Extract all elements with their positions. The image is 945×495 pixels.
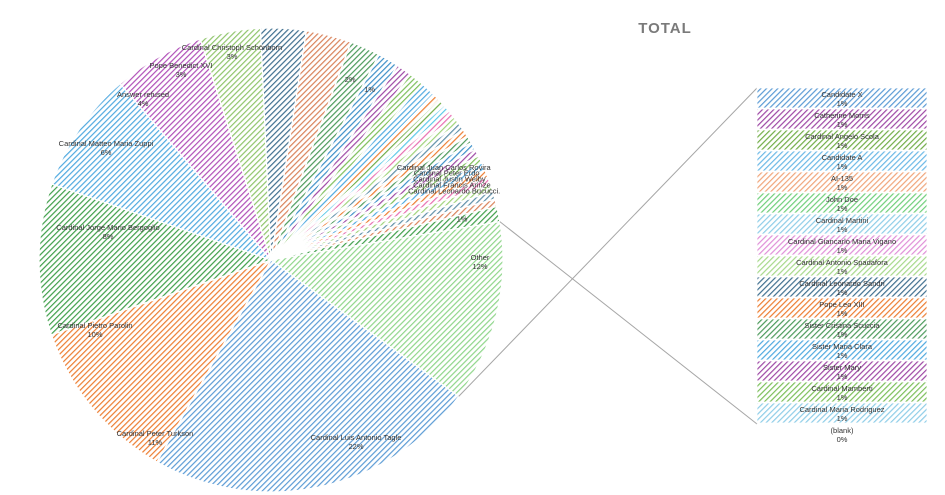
breakdown-value-label: 0% xyxy=(837,435,848,444)
slice-value-label: 3% xyxy=(227,52,238,61)
slice-label: Answer refused xyxy=(117,90,169,99)
connector-lines xyxy=(458,87,758,425)
breakdown-segment xyxy=(756,297,928,319)
pie-slice xyxy=(51,82,273,262)
breakdown-segment xyxy=(756,192,928,214)
breakdown-label: Sister Cristina Scuccia xyxy=(804,321,880,330)
breakdown-label: Sister Mary xyxy=(823,363,861,372)
slice-label: Cardinal Peter Erdo xyxy=(414,169,480,178)
slice-label: Other xyxy=(471,253,490,262)
slice-value-label: 2% xyxy=(345,75,356,84)
pie-slice xyxy=(50,258,273,463)
breakdown-value-label: 1% xyxy=(837,204,848,213)
breakdown-value-label: 1% xyxy=(837,120,848,129)
breakdown-value-label: 1% xyxy=(837,414,848,423)
breakdown-value-label: 1% xyxy=(837,162,848,171)
breakdown-label: Cardinal Martini xyxy=(816,216,869,225)
pie-slice xyxy=(38,183,273,336)
breakdown-label: Candidate A xyxy=(822,153,863,162)
breakdown-label: Cardinal Mamberti xyxy=(811,384,873,393)
breakdown-value-label: 1% xyxy=(837,99,848,108)
chart-title: TOTAL xyxy=(638,20,692,37)
pie-slice xyxy=(156,259,460,493)
breakdown-segment xyxy=(756,171,928,193)
breakdown-value-label: 1% xyxy=(837,372,848,381)
pie-slices xyxy=(38,27,504,493)
breakdown-label: Candidate X xyxy=(821,90,862,99)
breakdown-segment xyxy=(756,255,928,277)
slice-value-label: 3% xyxy=(176,70,187,79)
breakdown-label: Cardinal Antonio Spadafora xyxy=(796,258,889,267)
breakdown-segment xyxy=(756,402,928,424)
breakdown-label: Cardinal Leonardo Sandri xyxy=(799,279,885,288)
breakdown-value-label: 1% xyxy=(837,141,848,150)
slice-label: Pope Benedict XVI xyxy=(150,61,213,70)
breakdown-label: Catherine Morris xyxy=(814,111,870,120)
slice-label: Cardinal Pietro Parolin xyxy=(57,321,132,330)
breakdown-label: Cardinal Giancarlo Maria Vigano xyxy=(788,237,896,246)
slice-value-label: 4% xyxy=(138,99,149,108)
breakdown-segment xyxy=(756,87,928,109)
slice-label: Cardinal Christoph Schönborn xyxy=(182,43,282,52)
breakdown-label: Sister Maria Clara xyxy=(812,342,873,351)
breakdown-value-label: 1% xyxy=(837,393,848,402)
breakdown-label: AI-135 xyxy=(831,174,853,183)
slice-label: Cardinal Francis Arinze xyxy=(413,180,491,189)
connector-line-bottom xyxy=(499,221,758,425)
slice-value-label: 8% xyxy=(103,232,114,241)
breakdown-label: Pope Leo XIII xyxy=(819,300,864,309)
breakdown-segment xyxy=(756,234,928,256)
breakdown-label: (blank) xyxy=(831,426,854,435)
breakdown-segment xyxy=(756,276,928,298)
slice-value-label: 6% xyxy=(101,148,112,157)
breakdown-segment xyxy=(756,129,928,151)
breakdown-label: Cardinal Angelo Scola xyxy=(805,132,880,141)
breakdown-label: Cardinal Maria Rodriguez xyxy=(799,405,884,414)
slice-value-label: 12% xyxy=(472,262,487,271)
slice-label: Cardinal Leonardo Bucucci. xyxy=(408,186,500,195)
other-breakdown-bar: Candidate X1%Catherine Morris1%Cardinal … xyxy=(756,87,928,444)
slice-value-label: 1% xyxy=(457,214,468,223)
breakdown-segment xyxy=(756,150,928,172)
slice-label: Cardinal Jorge Mario Bergoglio xyxy=(56,223,159,232)
slice-value-label: 10% xyxy=(87,330,102,339)
breakdown-value-label: 1% xyxy=(837,225,848,234)
breakdown-value-label: 1% xyxy=(837,309,848,318)
breakdown-segment xyxy=(756,360,928,382)
slice-value-label: 22% xyxy=(348,442,363,451)
breakdown-value-label: 1% xyxy=(837,351,848,360)
breakdown-segment xyxy=(756,213,928,235)
slice-label: Cardinal Luis Antonio Tagle xyxy=(311,433,402,442)
breakdown-segment xyxy=(756,318,928,340)
slice-label: Cardinal Juan Carlos Rovira xyxy=(397,163,492,172)
breakdown-value-label: 1% xyxy=(837,288,848,297)
breakdown-label: John Doe xyxy=(826,195,858,204)
breakdown-segment xyxy=(756,108,928,130)
breakdown-value-label: 1% xyxy=(837,267,848,276)
slice-label: Cardinal Peter Turkson xyxy=(117,429,194,438)
slice-value-label: 11% xyxy=(148,438,163,447)
breakdown-segment xyxy=(756,381,928,403)
breakdown-segment xyxy=(756,339,928,361)
pie-slice xyxy=(269,220,504,398)
slice-label: Cardinal Matteo Maria Zuppi xyxy=(59,139,154,148)
connector-line-top xyxy=(458,87,758,397)
slice-value-label: 1% xyxy=(364,85,375,94)
breakdown-value-label: 1% xyxy=(837,246,848,255)
slice-label: Cardinal Justin Welby xyxy=(413,175,486,184)
breakdown-value-label: 1% xyxy=(837,330,848,339)
breakdown-value-label: 1% xyxy=(837,183,848,192)
